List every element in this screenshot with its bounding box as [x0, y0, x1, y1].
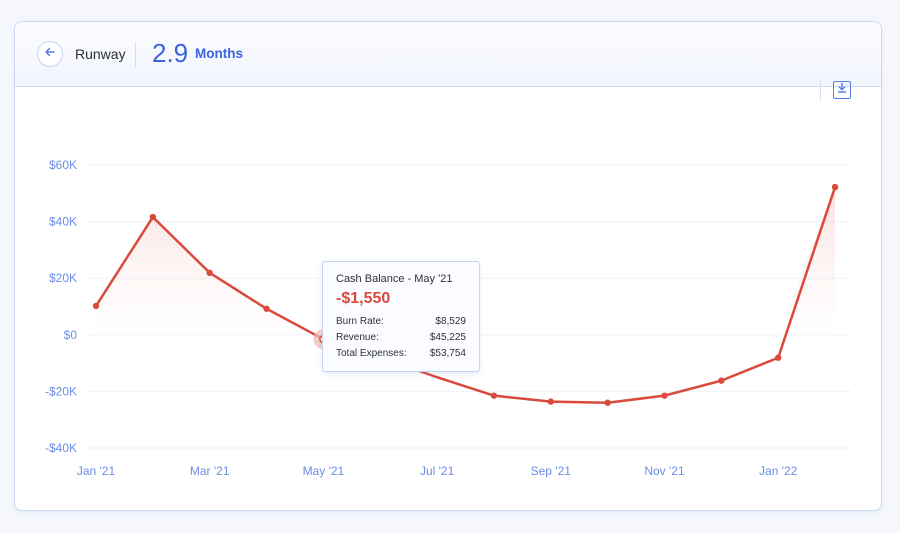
data-point[interactable]: [149, 213, 157, 221]
data-point[interactable]: [263, 305, 270, 312]
tooltip-amount: $53,754: [429, 348, 466, 359]
cash-balance-line: [94, 186, 837, 404]
x-tick-label: Jul '21: [420, 464, 455, 478]
data-point[interactable]: [206, 269, 213, 277]
toolbar-divider: [820, 80, 821, 100]
data-point[interactable]: [604, 399, 611, 406]
back-button[interactable]: [37, 41, 63, 67]
runway-unit: Months: [195, 46, 243, 61]
data-point[interactable]: [547, 398, 554, 405]
data-point[interactable]: [718, 377, 725, 384]
tooltip-label: Revenue:: [336, 332, 379, 343]
tooltip-label: Burn Rate:: [336, 316, 384, 327]
tooltip-title: Cash Balance - May '21: [336, 273, 453, 285]
y-tick-label: -$40K: [45, 441, 77, 455]
x-tick-label: May '21: [303, 464, 345, 478]
header-divider: [135, 42, 136, 67]
arrow-left-icon: [44, 45, 56, 63]
data-point[interactable]: [490, 392, 498, 399]
tooltip-amount: $8,529: [435, 316, 466, 327]
y-tick-label: $20K: [49, 271, 77, 285]
x-tick-label: Sep '21: [531, 464, 572, 478]
tooltip-row-burn-rate: Burn Rate: $8,529: [336, 314, 466, 330]
tooltip-row-total-expenses: Total Expenses: $53,754: [336, 346, 466, 362]
data-point[interactable]: [92, 302, 100, 310]
download-button[interactable]: [833, 81, 851, 99]
x-tick-label: Jan '22: [759, 464, 798, 478]
x-axis: Jan '21 Mar '21 May '21 Jul '21 Sep '21 Nov '…: [77, 464, 798, 478]
y-tick-label: -$20K: [45, 384, 77, 398]
area-fill: [96, 187, 836, 335]
data-point[interactable]: [831, 183, 839, 191]
runway-value: 2.9: [152, 38, 189, 68]
x-tick-label: Nov '21: [644, 464, 685, 478]
download-icon: [836, 81, 848, 99]
tooltip-label: Total Expenses:: [336, 348, 407, 359]
y-tick-label: $60K: [49, 158, 77, 172]
x-tick-label: Jan '21: [77, 464, 116, 478]
y-tick-label: $40K: [49, 215, 77, 229]
data-point[interactable]: [775, 354, 782, 361]
card-header: Runway 2.9 Months: [15, 22, 881, 87]
y-tick-label: $0: [64, 328, 78, 342]
chart-tooltip: Cash Balance - May '21 -$1,550 Burn Rate…: [322, 261, 480, 372]
page-title: Runway: [75, 46, 126, 62]
data-point[interactable]: [661, 392, 668, 399]
x-tick-label: Mar '21: [190, 464, 230, 478]
y-axis: $60K $40K $20K $0 -$20K -$40K: [45, 158, 77, 455]
tooltip-value: -$1,550: [336, 290, 391, 307]
tooltip-row-revenue: Revenue: $45,225: [336, 330, 466, 346]
tooltip-amount: $45,225: [429, 332, 466, 343]
